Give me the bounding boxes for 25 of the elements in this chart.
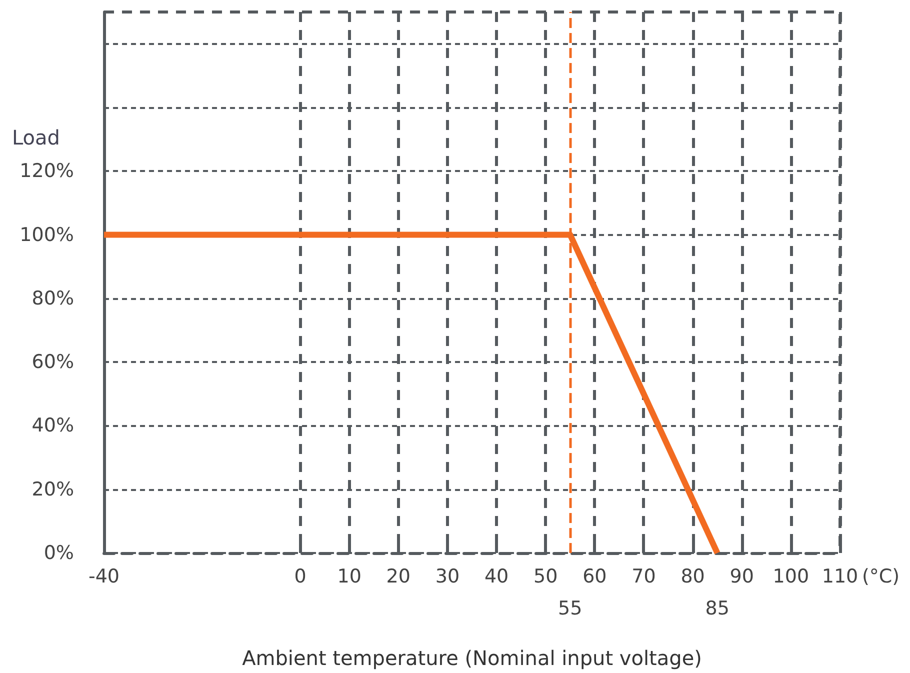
text: (°C) xyxy=(862,566,900,588)
x-tick-label: 30 xyxy=(435,566,460,588)
x-axis-title: Ambient temperature (Nominal input voltage) xyxy=(242,646,702,670)
x-tick-label: 110 xyxy=(822,566,858,588)
x-tick-label: 40 xyxy=(484,566,509,588)
x-tick-label: 80 xyxy=(680,566,705,588)
x-tick-label: -40 xyxy=(88,566,120,588)
y-tick-label: 0% xyxy=(44,542,74,564)
y-tick-label: 40% xyxy=(32,414,74,437)
x-tick-label: 10 xyxy=(337,566,362,588)
y-tick-label: 20% xyxy=(32,478,74,500)
x-tick-label: 90 xyxy=(730,566,754,588)
y-tick-label: 100% xyxy=(20,224,74,246)
x-tick-label: 60 xyxy=(582,566,607,588)
y-tick-label: 120% xyxy=(20,160,74,182)
annotation: 55 xyxy=(558,598,582,620)
y-tick-label: 60% xyxy=(32,351,74,374)
y-tick-label: 80% xyxy=(32,287,74,310)
x-tick-label: 50 xyxy=(534,566,558,588)
x-tick-label: 100 xyxy=(772,566,810,588)
y-axis-title: Load xyxy=(12,125,60,150)
x-tick-label: 0 xyxy=(294,566,306,588)
annotation: 85 xyxy=(705,598,730,620)
x-tick-label: 70 xyxy=(632,566,656,588)
x-tick-label: 20 xyxy=(386,566,410,588)
